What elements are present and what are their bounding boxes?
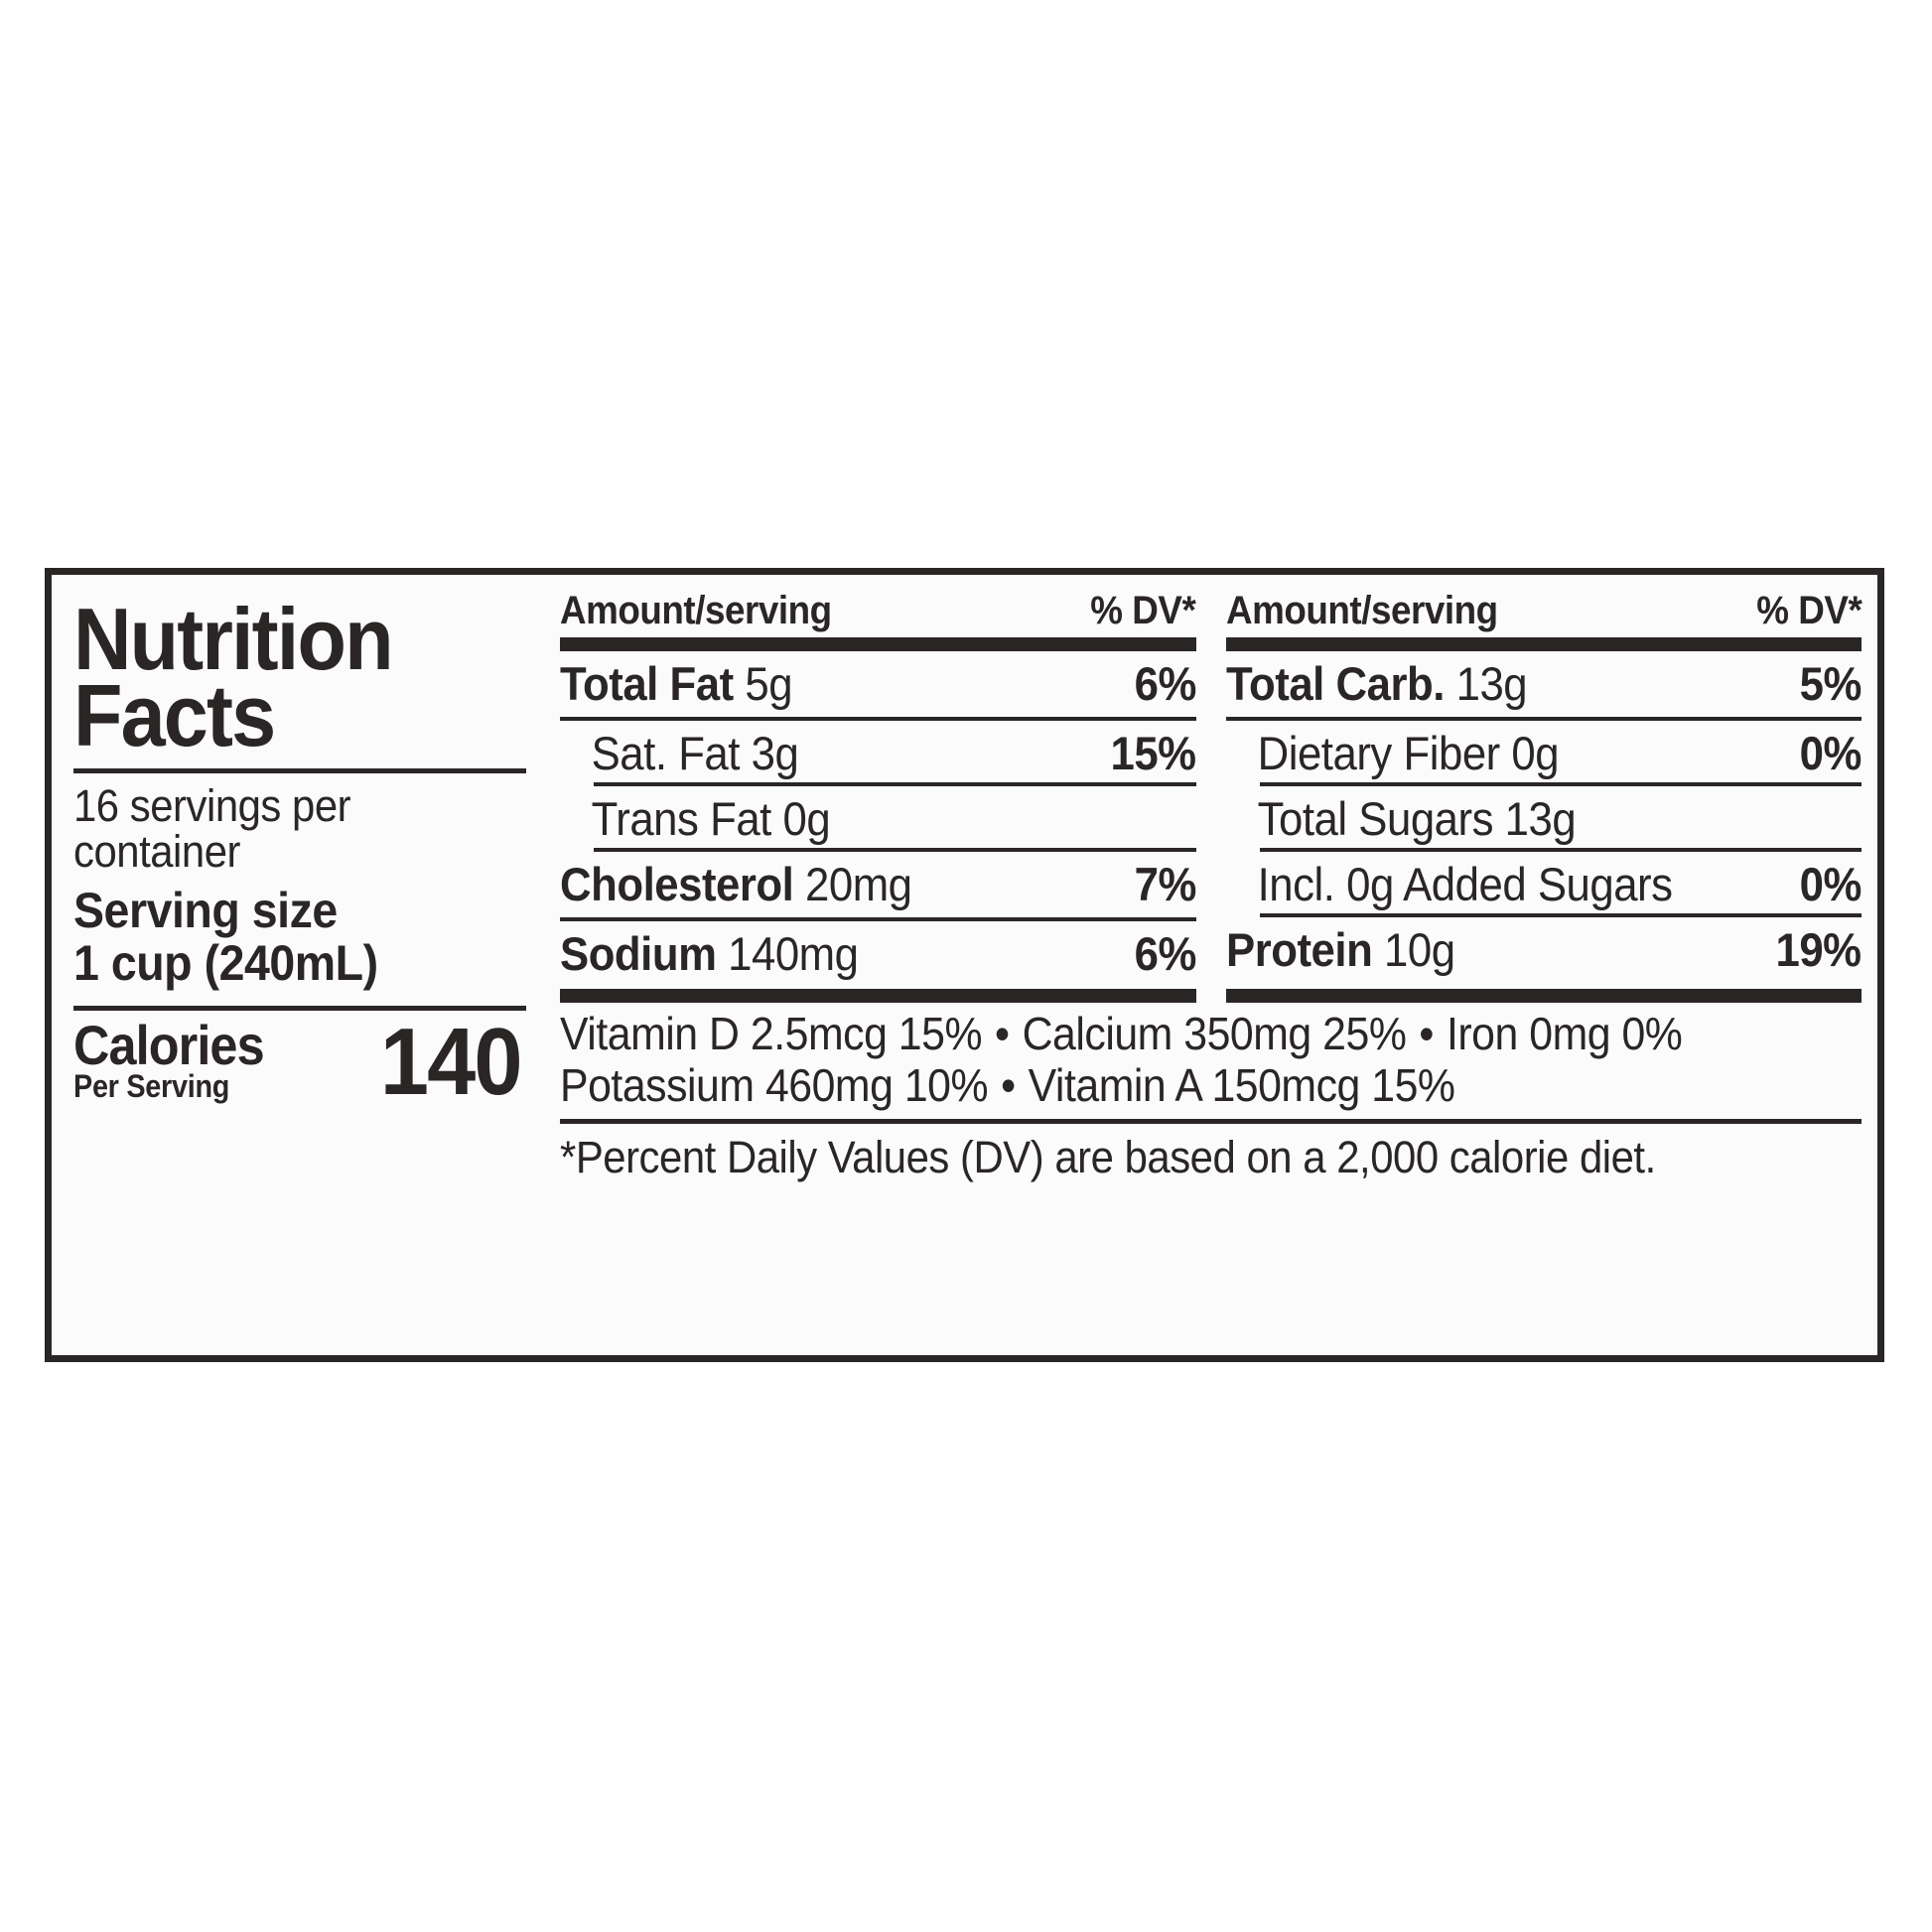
nutrient-daily-value: 6% (1134, 657, 1196, 710)
nutrient-name: Dietary Fiber 0g (1257, 727, 1559, 779)
nutrient-daily-value: 6% (1134, 927, 1196, 980)
nutrient-row: Sodium 140mg 6% (560, 921, 1196, 987)
vitamins-line-2: Potassium 460mg 10% • Vitamin A 150mcg 15% (560, 1058, 1770, 1112)
vitamins-line-1: Vitamin D 2.5mcg 15% • Calcium 350mg 25% • I… (560, 1008, 1770, 1060)
label-right-side: Amount/serving % DV* Total Fat 5g 6% Sat. … (548, 575, 1877, 1355)
column-header-left: Amount/serving % DV* (560, 589, 1196, 637)
nutrient-row: Total Sugars 13g (1226, 786, 1863, 852)
nutrient-row: Cholesterol 20mg 7% (560, 852, 1196, 921)
nutrient-name: Sat. Fat 3g (591, 727, 799, 779)
serving-size: Serving size 1 cup (240mL) (73, 882, 378, 991)
column-header-right: Amount/serving % DV* (1226, 589, 1863, 637)
nutrient-row: Sat. Fat 3g 15% (560, 721, 1196, 786)
title-divider (73, 767, 526, 773)
label-left-panel: Nutrition Facts 16 servings per containe… (52, 575, 548, 1355)
nutrient-row: Trans Fat 0g (560, 786, 1196, 852)
daily-value-footnote: *Percent Daily Values (DV) are based on … (560, 1132, 1656, 1183)
percent-dv-header: % DV* (1755, 589, 1863, 632)
footnote-divider (560, 1119, 1862, 1125)
vitamin-entry: Calcium 350mg 25% (1022, 1008, 1407, 1059)
nutrient-daily-value: 19% (1775, 923, 1863, 976)
nutrient-daily-value: 0% (1799, 727, 1863, 779)
calories-sublabel: Per Serving (73, 1067, 230, 1104)
nutrient-row: Incl. 0g Added Sugars 0% (1226, 852, 1863, 917)
nutrient-daily-value: 15% (1110, 727, 1196, 779)
vitamins-section: Vitamin D 2.5mcg 15% • Calcium 350mg 25% • I… (560, 1003, 1862, 1111)
nutrient-name: Total Fat 5g (560, 657, 793, 710)
section-divider-bars (560, 989, 1862, 1003)
bullet-separator-icon: • (995, 1008, 1010, 1059)
nutrient-column-right: Amount/serving % DV* Total Carb. 13g 5% Di… (1225, 589, 1863, 987)
nutrient-row: Protein 10g 19% (1226, 917, 1863, 983)
vitamin-entry: Potassium 460mg 10% (560, 1058, 989, 1111)
nutrient-name: Sodium 140mg (560, 927, 859, 980)
calories-block: Calories Per Serving 140 (73, 1008, 526, 1115)
nutrient-row: Dietary Fiber 0g 0% (1226, 721, 1863, 786)
vitamin-entry: Vitamin A 150mcg 15% (1028, 1058, 1455, 1111)
page-title: Nutrition Facts (73, 590, 394, 765)
nutrient-name: Total Sugars 13g (1257, 792, 1576, 845)
amount-per-serving-header: Amount/serving (560, 589, 832, 632)
header-bar-left (560, 637, 1196, 651)
percent-dv-header: % DV* (1090, 589, 1196, 632)
calories-divider (73, 1005, 526, 1011)
nutrient-column-left: Amount/serving % DV* Total Fat 5g 6% Sat. … (560, 589, 1196, 987)
nutrient-daily-value: 0% (1799, 858, 1863, 910)
nutrient-columns: Amount/serving % DV* Total Fat 5g 6% Sat. … (560, 589, 1862, 987)
calories-labels: Calories Per Serving (73, 1013, 265, 1104)
footer-bar-left (560, 989, 1196, 1003)
vitamin-entry: Iron 0mg 0% (1446, 1008, 1683, 1059)
nutrient-rows-right: Total Carb. 13g 5% Dietary Fiber 0g 0% Total… (1225, 651, 1863, 983)
nutrient-name: Incl. 0g Added Sugars (1257, 858, 1673, 910)
calories-label: Calories (73, 1013, 265, 1076)
vitamin-entry: Vitamin D 2.5mcg 15% (560, 1008, 983, 1059)
nutrient-name: Trans Fat 0g (591, 792, 831, 845)
nutrient-rows-left: Total Fat 5g 6% Sat. Fat 3g 15% Trans Fat 0g… (560, 651, 1196, 987)
servings-per-container: 16 servings per container (73, 779, 351, 877)
nutrient-daily-value: 7% (1134, 858, 1196, 910)
nutrient-name: Protein 10g (1225, 923, 1455, 976)
bullet-separator-icon: • (1419, 1008, 1434, 1059)
footer-bar-right (1225, 989, 1862, 1003)
bullet-separator-icon: • (1001, 1058, 1016, 1111)
nutrition-facts-label: Nutrition Facts 16 servings per containe… (45, 568, 1884, 1362)
nutrient-name: Cholesterol 20mg (560, 858, 912, 910)
nutrient-row: Total Carb. 13g 5% (1225, 651, 1863, 721)
calories-value: 140 (379, 1008, 523, 1115)
nutrient-row: Total Fat 5g 6% (560, 651, 1196, 721)
amount-per-serving-header: Amount/serving (1225, 589, 1498, 632)
nutrient-name: Total Carb. 13g (1225, 657, 1528, 710)
nutrient-daily-value: 5% (1799, 657, 1863, 710)
header-bar-right (1225, 637, 1862, 651)
